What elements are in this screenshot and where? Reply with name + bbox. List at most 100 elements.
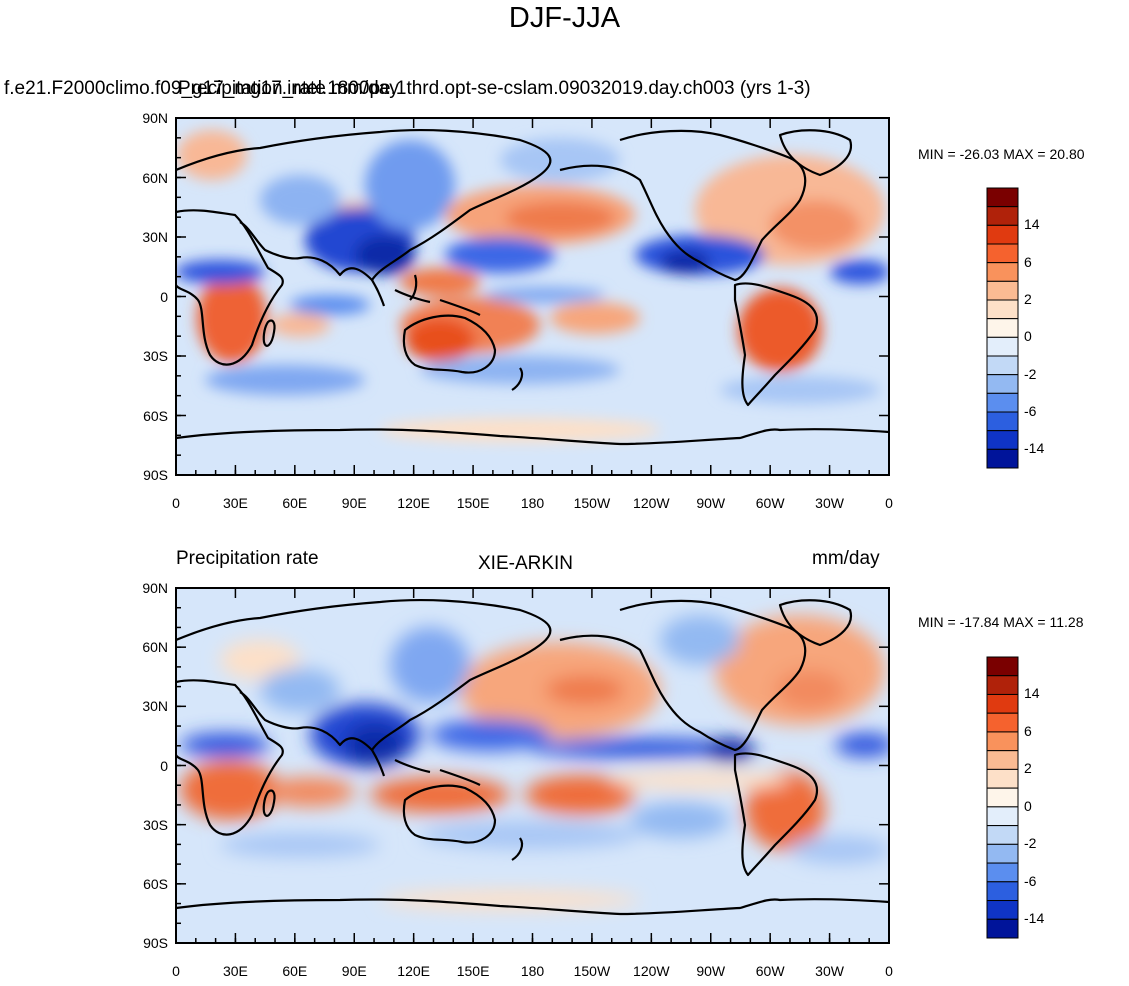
x-tick-label: 60W: [755, 495, 785, 511]
colorbar-swatch: [986, 355, 1019, 376]
colorbar-label: 2: [1024, 760, 1032, 777]
x-tick-label: 30W: [815, 495, 844, 511]
x-tick-label: 120E: [397, 495, 430, 511]
colorbar-label: 6: [1024, 253, 1032, 270]
top-panel-min-max: MIN = -26.03 MAX = 20.80: [918, 146, 1085, 162]
bottom-axis-ticks: [175, 587, 890, 944]
colorbar-swatch: [986, 862, 1019, 883]
x-tick-label: 90E: [341, 963, 367, 979]
x-tick-label: 150E: [456, 495, 490, 511]
x-tick-label: 60W: [755, 963, 785, 979]
x-tick-label: 150W: [573, 963, 611, 979]
colorbar-swatch: [986, 825, 1019, 845]
colorbar-swatch: [986, 750, 1019, 770]
y-tick-label: 90S: [143, 935, 168, 951]
x-tick-label: 180: [520, 495, 545, 511]
x-tick-label: 180: [520, 963, 545, 979]
colorbar-label: 0: [1024, 797, 1032, 814]
colorbar-label: -6: [1024, 872, 1037, 889]
colorbar-swatch: [986, 299, 1019, 320]
colorbar-swatch: [986, 448, 1019, 469]
y-tick-label: 60N: [142, 169, 168, 186]
x-tick-label: 90W: [696, 495, 726, 511]
x-tick-label: 90W: [696, 963, 726, 979]
colorbar-label: -2: [1024, 835, 1037, 852]
x-tick-label: 0: [172, 963, 180, 979]
colorbar-swatch: [986, 806, 1019, 827]
y-tick-label: 60S: [143, 407, 168, 424]
bottom-panel-center-string: XIE-ARKIN: [478, 553, 574, 574]
x-tick-label: 150W: [573, 495, 611, 511]
colorbar-swatch: [986, 712, 1019, 733]
colorbar-swatch: [986, 656, 1019, 677]
bottom-coastlines: [176, 598, 889, 916]
colorbar-swatch: [986, 187, 1019, 208]
y-tick-label: 30S: [143, 816, 168, 833]
colorbar-swatch: [986, 392, 1019, 413]
x-tick-label: 60E: [282, 963, 308, 979]
colorbar-swatch: [986, 411, 1019, 432]
top-colorbar: [986, 187, 1019, 469]
y-tick-label: 60S: [143, 875, 168, 892]
colorbar-swatch: [986, 374, 1019, 394]
colorbar-swatch: [986, 768, 1019, 789]
top-axis-ticks: [175, 117, 890, 476]
colorbar-swatch: [986, 318, 1019, 338]
top-coastlines: [176, 128, 889, 446]
bottom-colorbar: [986, 656, 1019, 939]
y-tick-label: 0: [160, 757, 168, 774]
colorbar-swatch: [986, 243, 1019, 264]
colorbar-swatch: [986, 430, 1019, 450]
colorbar-swatch: [986, 280, 1019, 301]
colorbar-swatch: [986, 675, 1019, 695]
x-tick-label: 120E: [397, 963, 430, 979]
colorbar-label: 6: [1024, 722, 1032, 739]
y-tick-label: 90N: [142, 110, 168, 126]
top-precip-field: [176, 118, 889, 475]
x-tick-label: 30E: [222, 495, 248, 511]
colorbar-label: 14: [1024, 216, 1040, 233]
y-tick-label: 30N: [142, 229, 168, 245]
colorbar-swatch: [986, 918, 1019, 939]
figure-title: DJF-JJA: [508, 2, 621, 34]
colorbar-label: -14: [1024, 910, 1045, 927]
x-tick-label: 0: [172, 495, 180, 511]
y-tick-label: 30S: [143, 348, 168, 364]
colorbar-swatch: [986, 900, 1019, 920]
x-tick-label: 120W: [633, 963, 670, 979]
colorbar-label: -2: [1024, 365, 1037, 382]
x-tick-label: 150E: [456, 963, 490, 979]
y-tick-label: 30N: [142, 698, 168, 715]
y-tick-label: 0: [160, 288, 168, 305]
colorbar-label: 14: [1024, 685, 1040, 702]
x-tick-label: 30W: [815, 963, 844, 979]
colorbar-swatch: [986, 224, 1019, 245]
colorbar-label: -14: [1024, 440, 1045, 457]
x-tick-label: 120W: [633, 495, 670, 511]
colorbar-swatch: [986, 843, 1019, 864]
y-tick-label: 90S: [143, 467, 168, 483]
y-tick-label: 90N: [142, 580, 168, 596]
colorbar-swatch: [986, 262, 1019, 282]
top-panel-case-string: f.e21.F2000climo.f09_g17_mg17.intel.1800…: [4, 78, 811, 99]
bottom-panel-left-string: Precipitation rate: [176, 548, 319, 569]
colorbar-label: 2: [1024, 291, 1032, 307]
x-tick-label: 30E: [222, 963, 248, 979]
x-tick-label: 60E: [282, 495, 308, 511]
x-tick-label: 0: [885, 963, 893, 979]
bottom-precip-field: [176, 588, 889, 943]
colorbar-swatch: [986, 881, 1019, 902]
colorbar-swatch: [986, 787, 1019, 808]
colorbar-label: -6: [1024, 403, 1037, 419]
x-tick-label: 0: [885, 495, 893, 511]
colorbar-swatch: [986, 693, 1019, 714]
colorbar-swatch: [986, 731, 1019, 752]
bottom-panel-right-string: mm/day: [812, 548, 880, 569]
colorbar-swatch: [986, 336, 1019, 357]
x-tick-label: 90E: [341, 495, 367, 511]
y-tick-label: 60N: [142, 639, 168, 656]
bottom-panel-min-max: MIN = -17.84 MAX = 11.28: [918, 614, 1084, 630]
top-panel-variable-string: Precipitation_rate mm/day: [178, 78, 399, 99]
